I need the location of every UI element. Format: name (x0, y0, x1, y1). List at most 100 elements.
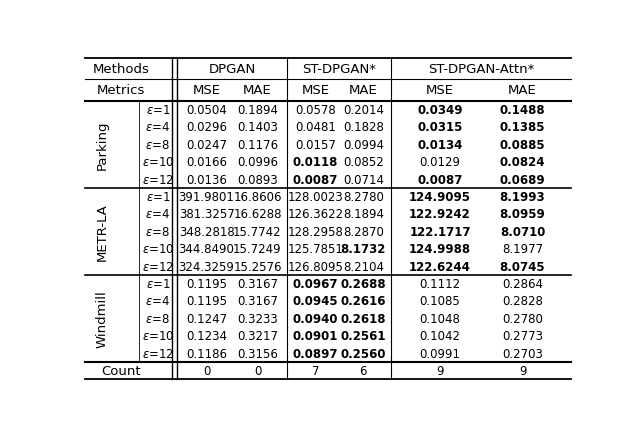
Text: $\epsilon$=8: $\epsilon$=8 (145, 225, 170, 238)
Text: MSE: MSE (301, 84, 330, 97)
Text: 122.6244: 122.6244 (409, 260, 471, 273)
Text: 0.0504: 0.0504 (186, 104, 227, 117)
Text: 0.0897: 0.0897 (292, 347, 338, 360)
Text: 0.1247: 0.1247 (186, 312, 227, 325)
Text: 9: 9 (436, 364, 444, 377)
Text: 0.2828: 0.2828 (502, 295, 543, 308)
Text: 0.0118: 0.0118 (292, 156, 338, 169)
Text: 0: 0 (203, 364, 211, 377)
Text: 16.8606: 16.8606 (233, 191, 282, 204)
Text: 8.0745: 8.0745 (500, 260, 545, 273)
Text: 0.2780: 0.2780 (502, 312, 543, 325)
Text: 0.2616: 0.2616 (340, 295, 386, 308)
Text: MAE: MAE (508, 84, 537, 97)
Text: 0.0157: 0.0157 (295, 138, 336, 151)
Text: 0.0940: 0.0940 (292, 312, 338, 325)
Text: 0.2703: 0.2703 (502, 347, 543, 360)
Text: 391.9801: 391.9801 (179, 191, 234, 204)
Text: 0.1828: 0.1828 (343, 121, 384, 134)
Text: 8.2104: 8.2104 (343, 260, 384, 273)
Text: 0.3156: 0.3156 (237, 347, 278, 360)
Text: 8.1894: 8.1894 (343, 208, 384, 221)
Text: 126.3622: 126.3622 (287, 208, 344, 221)
Text: 0.0129: 0.0129 (419, 156, 460, 169)
Text: 0.0996: 0.0996 (237, 156, 278, 169)
Text: 125.7851: 125.7851 (287, 243, 344, 256)
Text: 0.1186: 0.1186 (186, 347, 227, 360)
Text: $\epsilon$=8: $\epsilon$=8 (145, 312, 170, 325)
Text: Methods: Methods (93, 63, 150, 76)
Text: $\epsilon$=10: $\epsilon$=10 (141, 243, 174, 256)
Text: 0.3217: 0.3217 (237, 329, 278, 342)
Text: 8.1977: 8.1977 (502, 243, 543, 256)
Text: 0.0945: 0.0945 (292, 295, 339, 308)
Text: 0.0885: 0.0885 (500, 138, 545, 151)
Text: $\epsilon$=12: $\epsilon$=12 (142, 260, 174, 273)
Text: 15.2576: 15.2576 (233, 260, 282, 273)
Text: 8.0959: 8.0959 (500, 208, 545, 221)
Text: 0.2014: 0.2014 (343, 104, 384, 117)
Text: $\epsilon$=1: $\epsilon$=1 (145, 104, 170, 117)
Text: 0.0166: 0.0166 (186, 156, 227, 169)
Text: Count: Count (101, 364, 141, 377)
Text: 8.1732: 8.1732 (340, 243, 386, 256)
Text: 0.1048: 0.1048 (420, 312, 460, 325)
Text: 124.9988: 124.9988 (409, 243, 471, 256)
Text: 124.9095: 124.9095 (409, 191, 471, 204)
Text: $\epsilon$=8: $\epsilon$=8 (145, 138, 170, 151)
Text: 0.0136: 0.0136 (186, 173, 227, 186)
Text: $\epsilon$=4: $\epsilon$=4 (145, 208, 170, 221)
Text: $\epsilon$=12: $\epsilon$=12 (142, 347, 174, 360)
Text: 7: 7 (312, 364, 319, 377)
Text: 0.1176: 0.1176 (237, 138, 278, 151)
Text: 0.1195: 0.1195 (186, 295, 227, 308)
Text: 0.3167: 0.3167 (237, 277, 278, 290)
Text: $\epsilon$=1: $\epsilon$=1 (145, 191, 170, 204)
Text: Windmill: Windmill (96, 290, 109, 348)
Text: 0.0315: 0.0315 (417, 121, 463, 134)
Text: 0.2618: 0.2618 (340, 312, 386, 325)
Text: 0.0991: 0.0991 (419, 347, 460, 360)
Text: 0.1894: 0.1894 (237, 104, 278, 117)
Text: DPGAN: DPGAN (209, 63, 255, 76)
Text: 0.0578: 0.0578 (295, 104, 336, 117)
Text: 122.9242: 122.9242 (409, 208, 471, 221)
Text: 0.0893: 0.0893 (237, 173, 278, 186)
Text: $\epsilon$=10: $\epsilon$=10 (141, 329, 174, 342)
Text: 15.7249: 15.7249 (233, 243, 282, 256)
Text: 0.3167: 0.3167 (237, 295, 278, 308)
Text: ST-DPGAN*: ST-DPGAN* (303, 63, 376, 76)
Text: 128.0023: 128.0023 (287, 191, 343, 204)
Text: MSE: MSE (426, 84, 454, 97)
Text: 0.0247: 0.0247 (186, 138, 227, 151)
Text: 344.8490: 344.8490 (179, 243, 234, 256)
Text: $\epsilon$=4: $\epsilon$=4 (145, 121, 170, 134)
Text: 381.3257: 381.3257 (179, 208, 234, 221)
Text: 6: 6 (360, 364, 367, 377)
Text: $\epsilon$=10: $\epsilon$=10 (141, 156, 174, 169)
Text: 0.0994: 0.0994 (343, 138, 384, 151)
Text: 126.8095: 126.8095 (287, 260, 344, 273)
Text: 0.0134: 0.0134 (417, 138, 463, 151)
Text: 0.0824: 0.0824 (500, 156, 545, 169)
Text: 0.0689: 0.0689 (500, 173, 545, 186)
Text: 8.2780: 8.2780 (343, 191, 384, 204)
Text: MAE: MAE (349, 84, 378, 97)
Text: 0.3233: 0.3233 (237, 312, 278, 325)
Text: 0.0714: 0.0714 (343, 173, 384, 186)
Text: ST-DPGAN-Attn*: ST-DPGAN-Attn* (428, 63, 534, 76)
Text: 0.1112: 0.1112 (419, 277, 461, 290)
Text: 0.2864: 0.2864 (502, 277, 543, 290)
Text: 348.2818: 348.2818 (179, 225, 234, 238)
Text: 0.2773: 0.2773 (502, 329, 543, 342)
Text: 128.2958: 128.2958 (287, 225, 344, 238)
Text: 0.1195: 0.1195 (186, 277, 227, 290)
Text: 16.6288: 16.6288 (233, 208, 282, 221)
Text: 15.7742: 15.7742 (233, 225, 282, 238)
Text: $\epsilon$=1: $\epsilon$=1 (145, 277, 170, 290)
Text: 324.3259: 324.3259 (179, 260, 234, 273)
Text: 0.1488: 0.1488 (500, 104, 545, 117)
Text: MSE: MSE (193, 84, 221, 97)
Text: 0.1234: 0.1234 (186, 329, 227, 342)
Text: 0.2561: 0.2561 (340, 329, 386, 342)
